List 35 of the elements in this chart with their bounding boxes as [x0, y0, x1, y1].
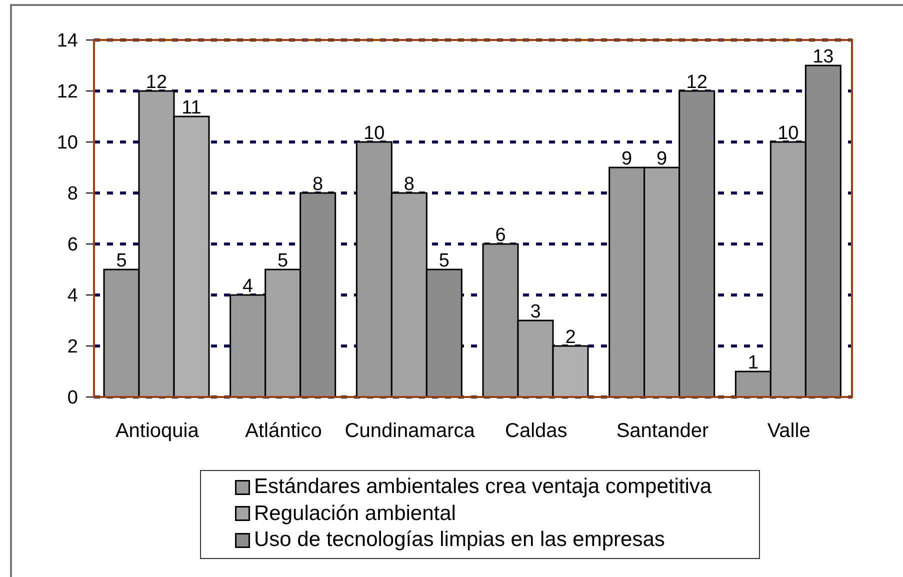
legend-label: Regulación ambiental: [254, 502, 456, 526]
legend-label: Estándares ambientales crea ventaja competitiva: [254, 475, 712, 500]
y-tick-label: 10: [56, 132, 78, 154]
y-tick-label: 8: [67, 184, 78, 205]
data-label: 9: [656, 148, 668, 170]
data-label: 9: [622, 148, 632, 170]
x-tick-label: Antioquia: [115, 420, 200, 442]
data-label: 10: [364, 123, 385, 144]
y-tick-label: 6: [67, 234, 78, 256]
data-label: 4: [242, 276, 254, 297]
data-label: 1: [748, 352, 758, 374]
y-tick-label: 4: [67, 286, 78, 307]
data-label: 12: [146, 72, 168, 93]
data-label: 12: [686, 72, 708, 93]
y-tick-label: 0: [67, 388, 78, 409]
data-label: 6: [495, 225, 506, 246]
data-label: 5: [278, 250, 288, 272]
y-tick-label: 12: [56, 82, 78, 103]
x-tick-label: Atlántico: [245, 420, 322, 442]
x-tick-label: Santander: [616, 420, 709, 442]
data-label: 13: [812, 46, 834, 68]
data-label: 10: [778, 123, 799, 144]
x-tick-label: Caldas: [505, 420, 568, 442]
data-label: 8: [312, 174, 324, 195]
data-label: 3: [530, 302, 541, 322]
data-label: 5: [116, 250, 127, 272]
data-label: 5: [438, 250, 450, 272]
legend-label: Uso de tecnologías limpias en las empresas: [254, 528, 665, 552]
y-tick-label: 14: [56, 30, 78, 52]
x-tick-label: Valle: [767, 420, 810, 442]
data-label: 8: [404, 174, 414, 195]
x-tick-label: Cundinamarca: [344, 420, 476, 442]
y-tick-label: 2: [67, 336, 78, 358]
data-label: 11: [182, 98, 202, 118]
data-label: 2: [565, 327, 576, 348]
